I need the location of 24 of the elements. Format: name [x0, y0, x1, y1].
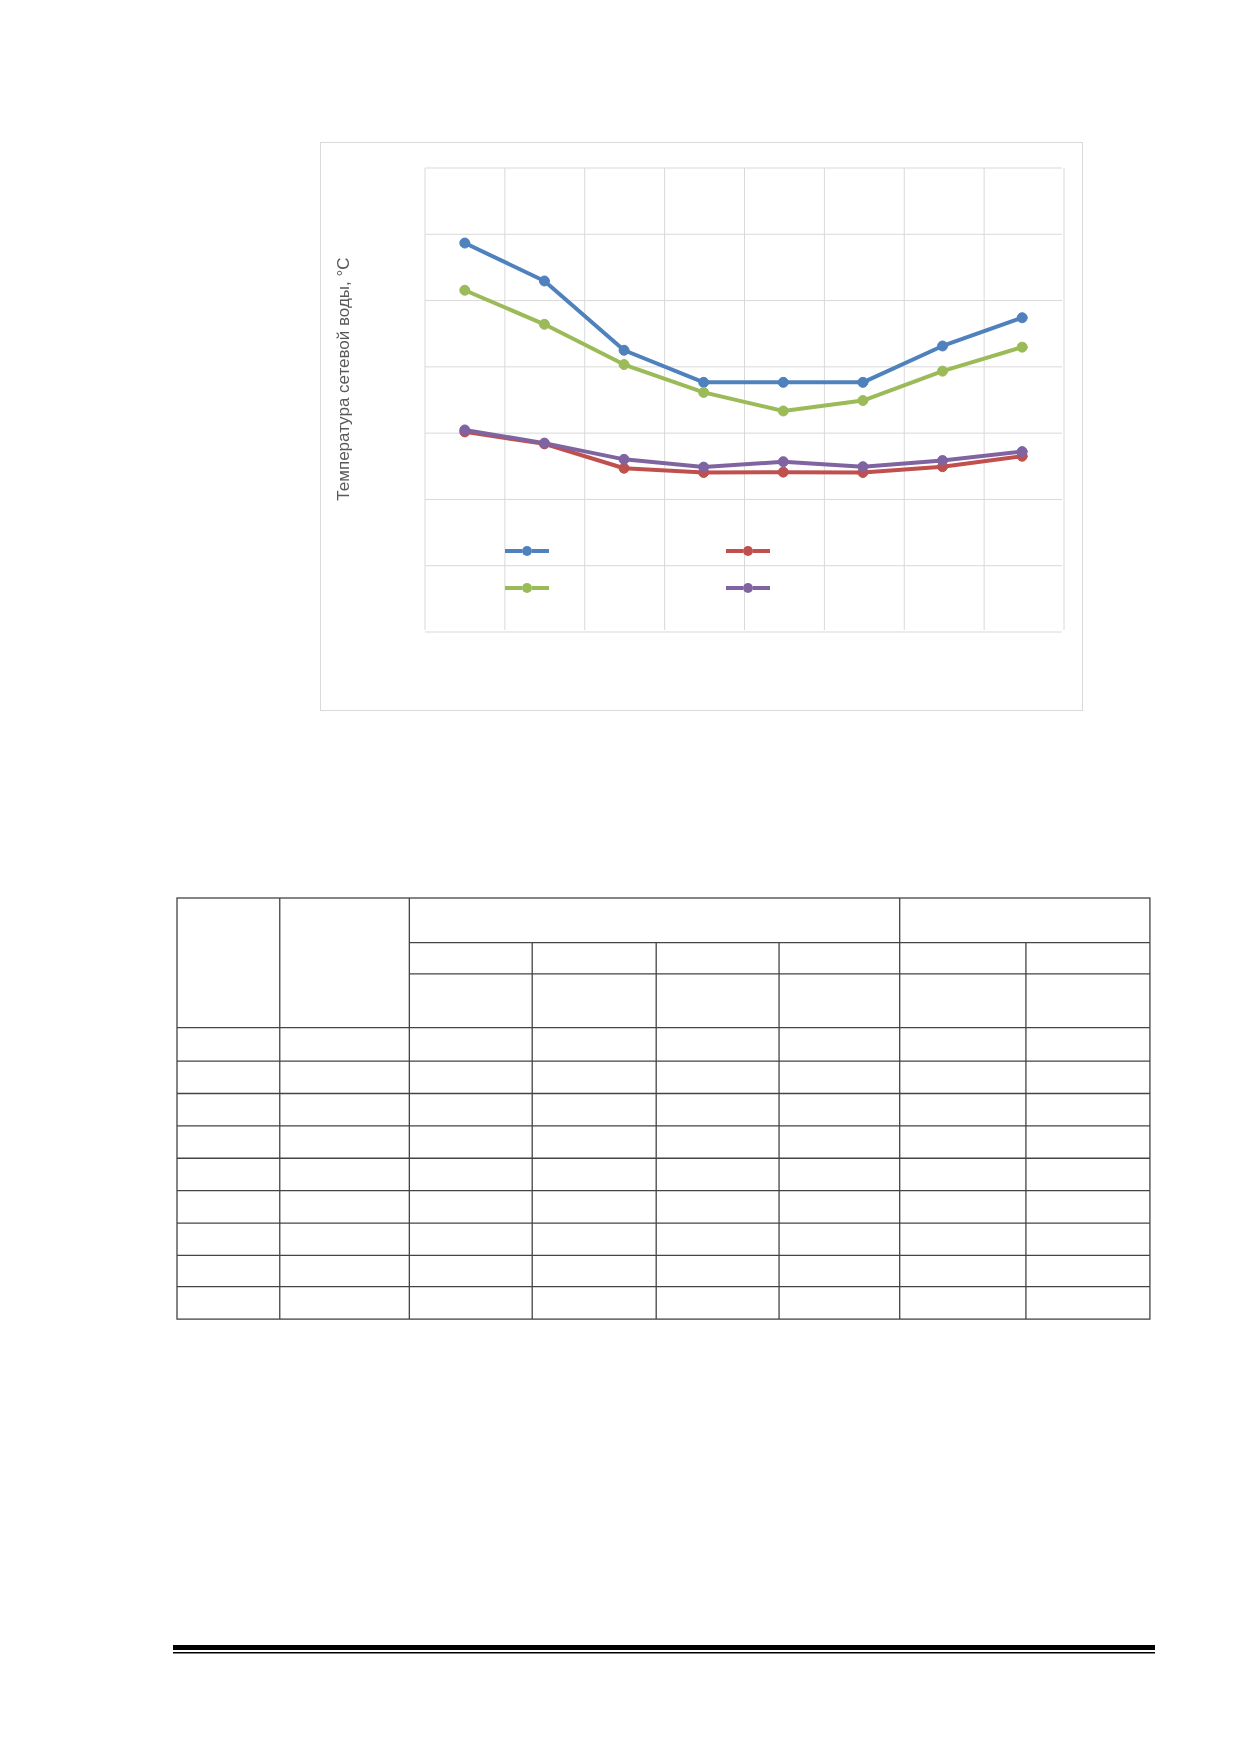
point: [937, 455, 949, 467]
point: [1016, 446, 1028, 458]
point: [777, 376, 789, 388]
point: [857, 461, 869, 473]
point: [937, 340, 949, 352]
point: [857, 395, 869, 407]
point: [618, 344, 630, 356]
point: [777, 405, 789, 417]
point: [538, 318, 550, 330]
y-axis-title: Температура сетевой воды, °С: [334, 256, 354, 503]
point: [857, 376, 869, 388]
point: [777, 456, 789, 468]
point: [618, 453, 630, 465]
point: [698, 376, 710, 388]
point: [459, 284, 471, 296]
point: [937, 365, 949, 377]
point: [777, 466, 789, 478]
point: [1016, 341, 1028, 353]
point: [538, 275, 550, 287]
point: [1016, 312, 1028, 324]
point: [698, 461, 710, 473]
point: [618, 359, 630, 371]
point: [459, 237, 471, 249]
point: [698, 386, 710, 398]
